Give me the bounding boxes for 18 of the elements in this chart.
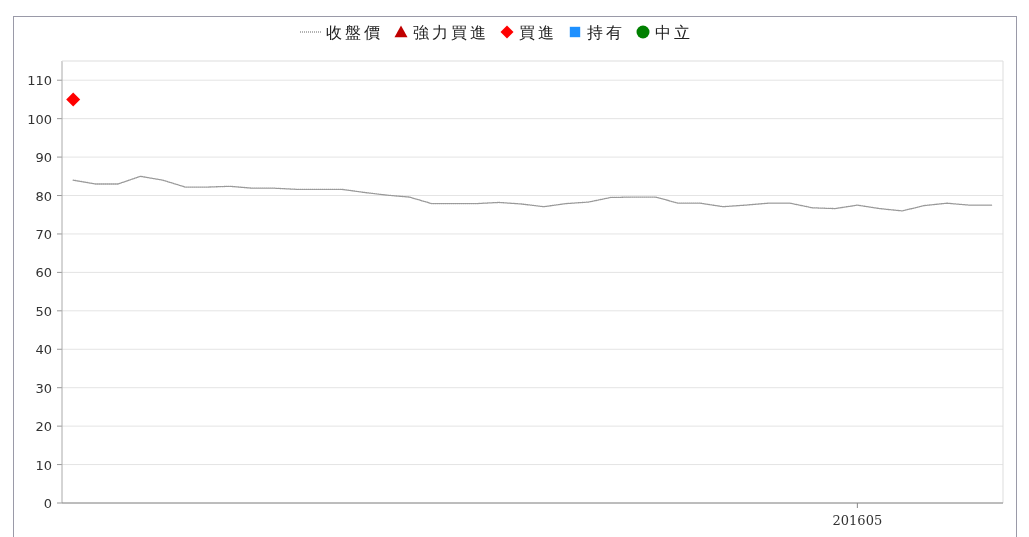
y-tick-label: 110 <box>27 73 52 89</box>
y-tick-label: 50 <box>35 303 52 319</box>
y-tick-label: 20 <box>35 419 52 435</box>
legend-label: 買進 <box>519 23 557 42</box>
y-tick-label: 90 <box>35 150 52 166</box>
y-tick-label: 70 <box>35 226 52 242</box>
y-tick-label: 100 <box>27 111 52 127</box>
legend-label: 中立 <box>655 23 693 42</box>
y-tick-label: 80 <box>35 188 52 204</box>
legend-label: 強力買進 <box>413 23 489 42</box>
y-tick-label: 0 <box>43 496 52 511</box>
y-tick-label: 10 <box>35 457 52 473</box>
y-tick-label: 40 <box>35 342 52 358</box>
y-tick-label: 30 <box>35 380 52 396</box>
x-tick-label: 201605 <box>832 513 883 528</box>
y-tick-label: 60 <box>35 265 52 281</box>
legend-label: 收盤價 <box>326 23 383 42</box>
legend-label: 持有 <box>587 23 625 42</box>
